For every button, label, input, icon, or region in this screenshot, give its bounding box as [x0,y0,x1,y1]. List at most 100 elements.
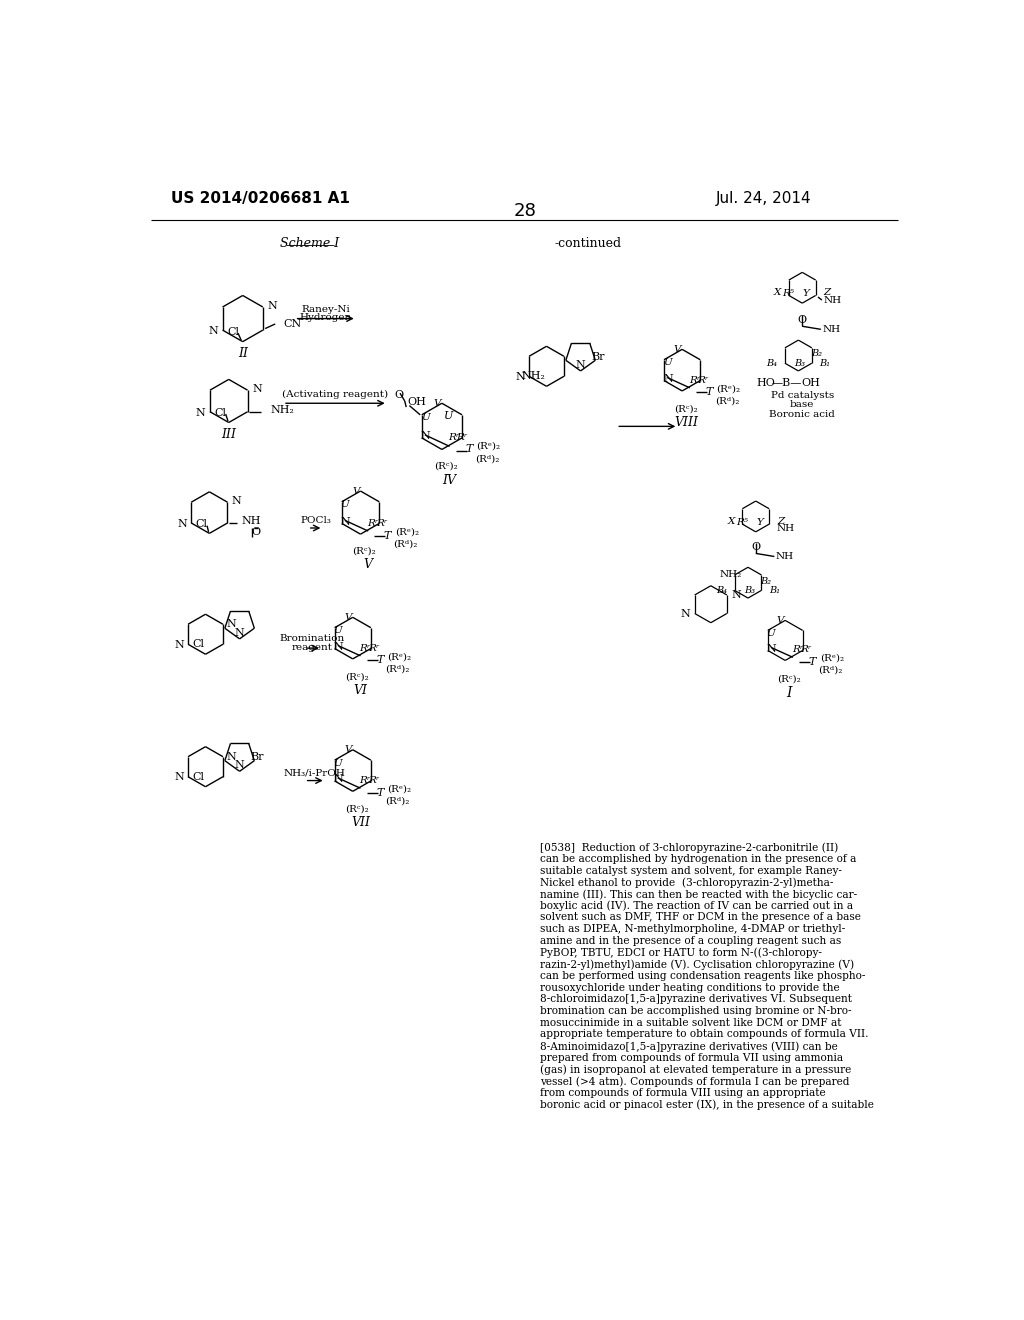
Text: B₃: B₃ [744,586,755,595]
Text: Cl: Cl [195,519,207,529]
Text: from compounds of formula VIII using an appropriate: from compounds of formula VIII using an … [541,1088,826,1098]
Text: Rʳ: Rʳ [376,519,387,528]
Text: Raney-Ni: Raney-Ni [301,305,350,314]
Text: N: N [234,760,245,770]
Text: Rʳ: Rʳ [359,644,371,652]
Text: rousoxychloride under heating conditions to provide the: rousoxychloride under heating conditions… [541,982,840,993]
Text: V: V [344,612,352,622]
Text: (Rᵉ)₂: (Rᵉ)₂ [387,652,412,661]
Text: T: T [376,788,384,797]
Text: Scheme I: Scheme I [281,236,340,249]
Text: (Rᶜ)₂: (Rᶜ)₂ [352,546,376,556]
Text: Rʳ: Rʳ [368,644,380,652]
Text: Cl: Cl [191,772,204,781]
Text: (Rᶜ)₂: (Rᶜ)₂ [777,675,801,684]
Text: O: O [394,389,403,400]
Text: V: V [352,487,359,495]
Text: N: N [227,619,237,630]
Text: N: N [196,408,205,417]
Text: Rʳ: Rʳ [368,776,380,785]
Text: Rʳ: Rʳ [359,776,371,785]
Text: Z: Z [823,288,830,297]
Text: (Rᵈ)₂: (Rᵈ)₂ [475,454,499,463]
Text: R⁵: R⁵ [782,289,795,298]
Text: VIII: VIII [674,416,698,429]
Text: boxylic acid (IV). The reaction of IV can be carried out in a: boxylic acid (IV). The reaction of IV ca… [541,900,853,911]
Text: Rʳ: Rʳ [697,376,709,384]
Text: (Rᵈ)₂: (Rᵈ)₂ [818,667,843,675]
Text: NH: NH [777,524,795,533]
Text: NH: NH [822,325,841,334]
Text: NH: NH [242,516,261,525]
Text: (Rᵈ)₂: (Rᵈ)₂ [393,540,418,549]
Text: PyBOP, TBTU, EDCI or HATU to form N-((3-chloropy-: PyBOP, TBTU, EDCI or HATU to form N-((3-… [541,948,822,958]
Text: NH₃/i-PrOH: NH₃/i-PrOH [283,768,345,777]
Text: V: V [777,616,784,624]
Text: Z: Z [777,516,784,525]
Text: boronic acid or pinacol ester (IX), in the presence of a suitable: boronic acid or pinacol ester (IX), in t… [541,1100,874,1110]
Text: N: N [227,751,237,762]
Text: U: U [444,412,454,421]
Text: N: N [334,642,343,652]
Text: CN: CN [283,319,301,329]
Text: VII: VII [351,816,370,829]
Text: 8-Aminoimidazo[1,5-a]pyrazine derivatives (VIII) can be: 8-Aminoimidazo[1,5-a]pyrazine derivative… [541,1041,838,1052]
Text: X: X [727,516,734,525]
Text: B₄: B₄ [766,359,777,368]
Text: (Rᵉ)₂: (Rᵉ)₂ [387,784,412,793]
Text: NH₂: NH₂ [720,570,741,579]
Text: N: N [231,496,241,507]
Text: mosuccinimide in a suitable solvent like DCM or DMF at: mosuccinimide in a suitable solvent like… [541,1018,842,1028]
Text: (Rᵉ)₂: (Rᵉ)₂ [819,653,844,663]
Text: U: U [334,626,342,635]
Text: (gas) in isopropanol at elevated temperature in a pressure: (gas) in isopropanol at elevated tempera… [541,1064,852,1074]
Text: U: U [421,413,430,422]
Text: N: N [177,519,187,529]
Text: N: N [234,628,245,638]
Text: N: N [174,772,184,783]
Text: N: N [421,432,430,441]
Text: (Rᶜ)₂: (Rᶜ)₂ [345,672,369,681]
Text: U: U [334,759,342,768]
Text: N: N [208,326,218,335]
Text: Cl: Cl [191,639,204,649]
Text: Cl: Cl [227,326,240,337]
Text: (Activating reagent): (Activating reagent) [282,391,388,400]
Text: (Rᶜ)₂: (Rᶜ)₂ [434,462,458,471]
Text: 28: 28 [513,202,537,219]
Text: such as DIPEA, N-methylmorpholine, 4-DMAP or triethyl-: such as DIPEA, N-methylmorpholine, 4-DMA… [541,924,846,935]
Text: Y: Y [803,289,810,298]
Text: OH: OH [408,397,427,408]
Text: HO: HO [757,379,775,388]
Text: (Rᵈ)₂: (Rᵈ)₂ [385,797,410,805]
Text: N: N [515,372,525,381]
Text: NH: NH [776,552,794,561]
Text: Rʳ: Rʳ [801,645,812,655]
Text: (Rᵈ)₂: (Rᵈ)₂ [715,396,739,405]
Text: appropriate temperature to obtain compounds of formula VII.: appropriate temperature to obtain compou… [541,1030,868,1039]
Text: B₂: B₂ [761,577,771,586]
Text: Rʳ: Rʳ [792,645,804,655]
Text: II: II [238,347,248,360]
Text: N: N [174,640,184,649]
Text: I: I [786,686,792,700]
Text: (Rᵉ)₂: (Rᵉ)₂ [717,384,740,393]
Text: Nickel ethanol to provide  (3-chloropyrazin-2-yl)metha-: Nickel ethanol to provide (3-chloropyraz… [541,878,834,888]
Text: T: T [706,388,713,397]
Text: (Rᵉ)₂: (Rᵉ)₂ [395,528,419,536]
Text: Rʳ: Rʳ [368,519,379,528]
Text: Pd catalysts: Pd catalysts [771,391,834,400]
Text: Bromination: Bromination [280,635,345,643]
Text: prepared from compounds of formula VII using ammonia: prepared from compounds of formula VII u… [541,1053,844,1063]
Text: Boronic acid: Boronic acid [769,409,836,418]
Text: Cl: Cl [214,408,226,417]
Text: (Rᵈ)₂: (Rᵈ)₂ [385,664,410,673]
Text: N: N [267,301,278,312]
Text: U: U [767,630,775,638]
Text: N: N [575,360,586,370]
Text: Rʳ: Rʳ [457,433,468,442]
Text: B₃: B₃ [795,359,806,368]
Text: O: O [798,315,807,325]
Text: B₄: B₄ [716,586,727,595]
Text: N: N [767,644,776,653]
